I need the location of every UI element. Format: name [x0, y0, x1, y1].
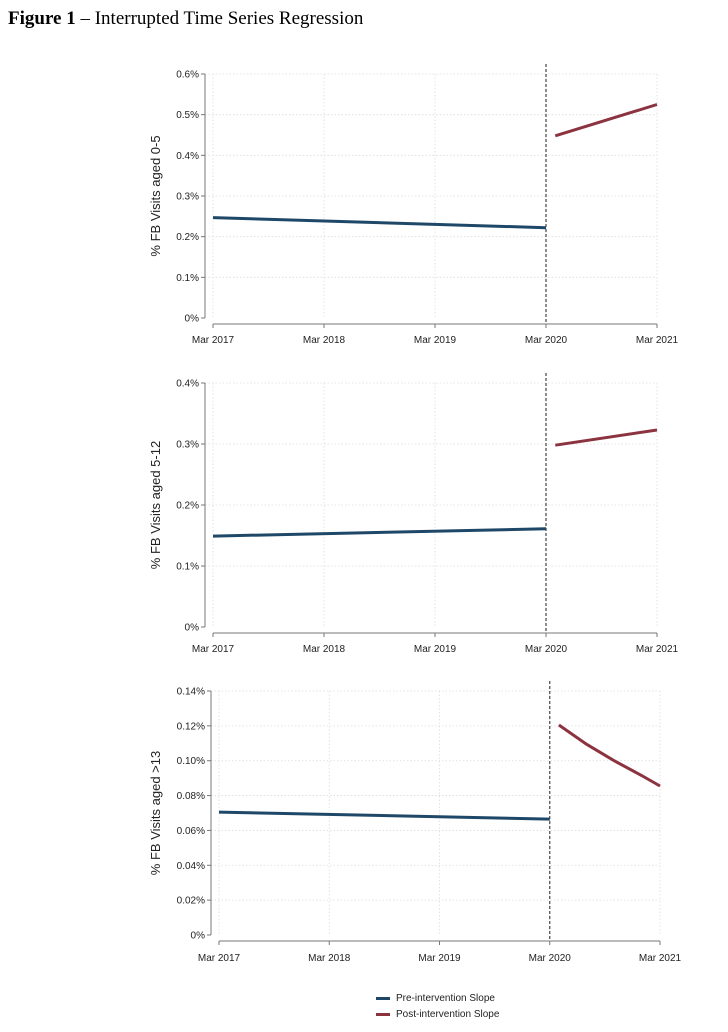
y-tick-label: 0.3%: [176, 192, 199, 203]
x-tick-label: Mar 2021: [639, 953, 682, 964]
legend-item-post: Post-intervention Slope: [376, 1006, 499, 1022]
x-tick-label: Mar 2019: [418, 953, 461, 964]
pre-intervention-line: [212, 527, 547, 538]
x-tick-label: Mar 2017: [198, 953, 241, 964]
y-tick-label: 0%: [191, 931, 206, 942]
legend-label-pre: Pre-intervention Slope: [396, 992, 495, 1004]
x-tick-label: Mar 2020: [525, 335, 568, 346]
figure-title: Figure 1 – Interrupted Time Series Regre…: [8, 8, 363, 30]
x-tick-label: Mar 2019: [414, 335, 457, 346]
y-tick-label: 0.08%: [177, 791, 205, 802]
x-tick-label: Mar 2021: [636, 335, 679, 346]
pre-intervention-line: [212, 216, 547, 230]
legend-item-pre: Pre-intervention Slope: [376, 990, 499, 1006]
y-axis-title: % FB Visits aged 0-5: [148, 135, 163, 256]
post-intervention-line: [555, 428, 658, 447]
y-tick-label: 0.10%: [177, 756, 205, 767]
post-intervention-line: [558, 723, 661, 788]
figure-title-text: Interrupted Time Series Regression: [94, 8, 364, 29]
y-tick-label: 0.14%: [177, 687, 205, 698]
x-tick-label: Mar 2018: [308, 953, 351, 964]
y-tick-label: 0%: [185, 314, 200, 325]
y-tick-label: 0.12%: [177, 721, 205, 732]
x-tick-label: Mar 2020: [529, 953, 572, 964]
y-tick-label: 0.5%: [176, 110, 199, 121]
y-tick-label: 0.3%: [176, 440, 199, 451]
y-tick-label: 0.04%: [177, 861, 205, 872]
x-tick-label: Mar 2017: [192, 644, 235, 655]
y-tick-label: 0.2%: [176, 232, 199, 243]
figure-separator: –: [75, 8, 95, 29]
legend-swatch-pre: [376, 996, 390, 1000]
x-tick-label: Mar 2018: [303, 335, 346, 346]
legend-swatch-post: [376, 1012, 390, 1016]
y-tick-label: 0.1%: [176, 273, 199, 284]
y-axis-title: % FB Visits aged 5-12: [148, 441, 163, 569]
figure-label: Figure 1: [8, 8, 76, 29]
y-tick-label: 0.06%: [177, 826, 205, 837]
y-tick-label: 0.2%: [176, 501, 199, 512]
y-tick-label: 0.6%: [176, 70, 199, 81]
x-tick-label: Mar 2017: [192, 335, 235, 346]
post-intervention-line: [554, 103, 658, 138]
legend: Pre-intervention Slope Post-intervention…: [376, 990, 499, 1022]
y-tick-label: 0.4%: [176, 379, 199, 390]
y-axis-title: % FB Visits aged >13: [148, 751, 163, 875]
x-tick-label: Mar 2018: [303, 644, 346, 655]
legend-label-post: Post-intervention Slope: [396, 1008, 500, 1020]
pre-intervention-line: [218, 810, 550, 821]
x-tick-label: Mar 2020: [525, 644, 568, 655]
x-tick-label: Mar 2021: [636, 644, 679, 655]
y-tick-label: 0.4%: [176, 151, 199, 162]
y-tick-label: 0.1%: [176, 562, 199, 573]
y-tick-label: 0.02%: [177, 896, 205, 907]
y-tick-label: 0%: [185, 623, 200, 634]
x-tick-label: Mar 2019: [414, 644, 457, 655]
